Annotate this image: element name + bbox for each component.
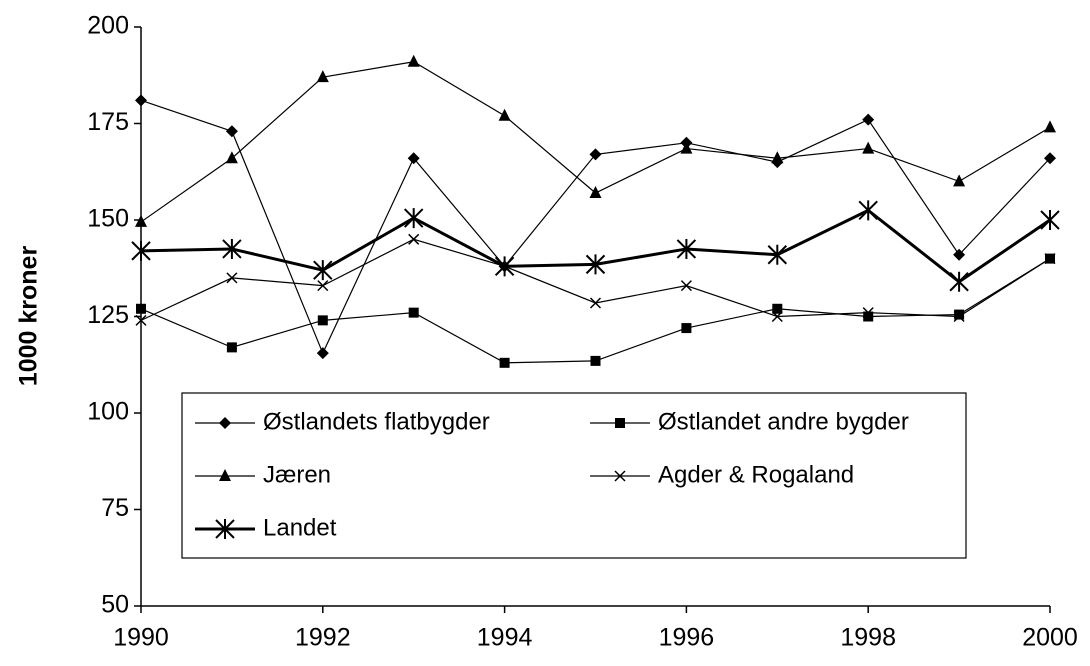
x-tick-label: 1996 [659,624,715,652]
marker [858,200,878,221]
marker [771,151,784,164]
marker [767,244,788,265]
marker [615,418,625,428]
marker [953,310,965,323]
marker [226,272,238,284]
marker [1040,210,1060,230]
marker [772,303,783,314]
marker [589,297,602,309]
marker [403,208,424,229]
marker [862,113,875,126]
series-line [140,238,1051,321]
y-tick-label: 150 [87,205,129,233]
marker [680,141,693,154]
series [131,200,1060,292]
marker [953,174,966,187]
marker [681,323,692,334]
marker [408,233,420,245]
marker [136,303,146,314]
marker [589,148,602,161]
marker [954,309,965,320]
marker [408,307,419,318]
marker [680,280,692,292]
marker [219,469,231,481]
marker [317,280,329,292]
marker [862,307,874,319]
marker [135,314,147,326]
x-tick-label: 1990 [113,624,169,652]
series [135,94,1056,360]
marker [225,125,238,138]
marker [771,310,783,323]
marker [1044,120,1056,133]
x-tick-label: 2000 [1022,624,1078,652]
y-tick-label: 50 [101,591,129,619]
y-tick-label: 100 [87,398,129,426]
series [135,54,1056,227]
x-tick-label: 1998 [840,624,896,652]
marker [614,470,626,482]
marker [676,238,697,259]
marker [135,214,147,227]
marker [316,70,329,83]
marker [953,248,966,261]
y-tick-label: 200 [87,12,129,40]
legend-label: Agder & Rogaland [658,461,854,488]
marker [131,240,151,261]
marker [498,108,511,121]
marker [494,256,515,277]
x-tick-label: 1992 [295,624,351,652]
marker [317,315,328,326]
marker [219,417,231,429]
marker [590,355,601,366]
marker [316,347,329,360]
marker [949,271,969,292]
legend-label: Jæren [263,461,331,488]
y-tick-label: 175 [87,108,129,136]
marker [226,342,237,353]
legend-label: Østlandet andre bygder [658,408,909,435]
marker [499,357,510,368]
legend-label: Østlandets flatbygder [263,408,490,435]
legend: Østlandets flatbygder Østlandet andre byg… [181,392,967,559]
x-tick-label: 1994 [477,624,533,652]
y-axis-title: 1000 kroner [15,246,43,387]
y-tick-label: 125 [87,301,129,329]
marker [1044,152,1056,165]
marker [225,151,238,164]
marker [585,254,606,275]
marker [313,260,333,281]
y-tick-label: 75 [101,494,129,522]
marker [407,152,420,165]
marker [862,141,875,154]
legend-label: Landet [263,514,337,541]
marker [1044,253,1056,265]
marker [407,54,420,67]
marker [589,185,602,198]
marker [222,238,242,259]
marker [135,94,147,107]
marker [863,311,874,322]
marker [215,519,235,539]
legend-box [181,392,967,559]
